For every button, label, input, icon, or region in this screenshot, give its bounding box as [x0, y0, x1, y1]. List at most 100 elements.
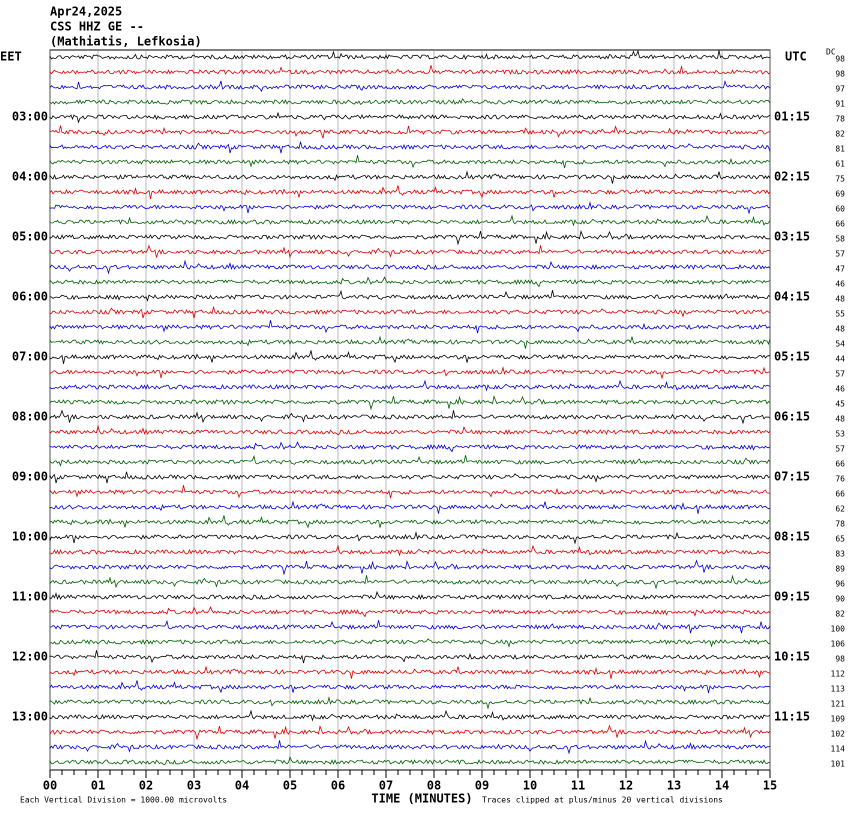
- dc-value: 62: [835, 505, 845, 514]
- dc-value: 46: [835, 280, 845, 289]
- x-tick-label: 08: [427, 779, 441, 793]
- left-hour-label: 04:00: [12, 170, 48, 184]
- trace: [49, 650, 771, 664]
- dc-value: 57: [835, 370, 845, 379]
- dc-value: 75: [835, 175, 845, 184]
- trace: [49, 244, 771, 259]
- right-hour-label: 03:15: [774, 230, 810, 244]
- right-hour-label: 05:15: [774, 350, 810, 364]
- trace: [49, 259, 771, 275]
- dc-value: 54: [835, 340, 845, 349]
- trace: [49, 79, 771, 93]
- left-hour-label: 05:00: [12, 230, 48, 244]
- trace: [49, 229, 770, 246]
- location: (Mathiatis, Lefkosia): [50, 35, 202, 49]
- trace: [49, 379, 771, 392]
- dc-title: DC: [826, 48, 836, 57]
- left-hour-label: 07:00: [12, 350, 48, 364]
- right-hour-label: 02:15: [774, 170, 810, 184]
- dc-value: 57: [835, 250, 845, 259]
- left-hour-label: 13:00: [12, 710, 48, 724]
- dc-value: 106: [831, 640, 846, 649]
- dc-value: 48: [835, 325, 845, 334]
- dc-value: 81: [835, 145, 845, 154]
- dc-value: 44: [835, 355, 845, 364]
- footer-left: Each Vertical Division = 1000.00 microvo…: [20, 796, 227, 805]
- left-hour-label: 12:00: [12, 650, 48, 664]
- dc-value: 82: [835, 610, 845, 619]
- trace: [49, 590, 771, 601]
- x-tick-label: 11: [571, 779, 585, 793]
- trace: [49, 306, 771, 319]
- x-tick-label: 07: [379, 779, 393, 793]
- date: Apr24,2025: [50, 5, 122, 19]
- left-title: EET: [0, 50, 22, 64]
- dc-value: 45: [835, 400, 845, 409]
- x-tick-label: 09: [475, 779, 489, 793]
- trace: [49, 170, 771, 184]
- dc-value: 98: [835, 655, 845, 664]
- left-hour-label: 06:00: [12, 290, 48, 304]
- dc-value: 66: [835, 460, 845, 469]
- dc-value: 113: [831, 685, 846, 694]
- right-hour-label: 08:15: [774, 530, 810, 544]
- dc-value: 58: [835, 235, 845, 244]
- trace: [49, 185, 771, 199]
- trace: [49, 755, 771, 766]
- dc-value: 47: [835, 265, 845, 274]
- trace: [49, 335, 771, 349]
- x-tick-label: 03: [187, 779, 201, 793]
- left-hour-label: 10:00: [12, 530, 48, 544]
- dc-value: 109: [831, 715, 846, 724]
- trace: [49, 515, 771, 529]
- right-title: UTC: [785, 50, 807, 64]
- x-axis-label: TIME (MINUTES): [371, 792, 472, 806]
- dc-value: 102: [831, 730, 846, 739]
- dc-value: 66: [835, 220, 845, 229]
- trace: [49, 424, 771, 436]
- right-hour-label: 09:15: [774, 590, 810, 604]
- dc-value: 98: [835, 70, 845, 79]
- trace: [49, 531, 771, 545]
- dc-value: 46: [835, 385, 845, 394]
- trace: [49, 125, 771, 139]
- trace: [49, 739, 771, 755]
- dc-value: 100: [831, 625, 846, 634]
- right-hour-label: 04:15: [774, 290, 810, 304]
- x-tick-label: 14: [715, 779, 729, 793]
- x-tick-label: 01: [91, 779, 105, 793]
- trace: [49, 619, 771, 634]
- right-hour-label: 06:15: [774, 410, 810, 424]
- x-tick-label: 05: [283, 779, 297, 793]
- x-tick-label: 13: [667, 779, 681, 793]
- trace: [49, 638, 771, 648]
- dc-value: 101: [831, 760, 846, 769]
- dc-value: 61: [835, 160, 845, 169]
- left-hour-label: 11:00: [12, 590, 48, 604]
- x-tick-label: 06: [331, 779, 345, 793]
- plot-frame: [49, 49, 771, 771]
- left-hour-label: 09:00: [12, 470, 48, 484]
- trace: [49, 141, 771, 154]
- trace: [49, 276, 771, 288]
- trace: [49, 500, 771, 514]
- dc-value: 91: [835, 100, 845, 109]
- dc-value: 98: [835, 55, 845, 64]
- station: CSS HHZ GE --: [50, 20, 144, 34]
- trace: [49, 441, 771, 453]
- trace: [49, 471, 771, 484]
- trace: [49, 201, 771, 215]
- dc-value: 65: [835, 535, 845, 544]
- dc-value: 60: [835, 205, 845, 214]
- trace: [49, 559, 771, 576]
- dc-value: 69: [835, 190, 845, 199]
- dc-value: 78: [835, 115, 845, 124]
- right-hour-label: 11:15: [774, 710, 810, 724]
- dc-value: 48: [835, 415, 845, 424]
- left-hour-label: 08:00: [12, 410, 48, 424]
- trace: [49, 724, 771, 741]
- trace: [49, 155, 770, 169]
- x-tick-label: 12: [619, 779, 633, 793]
- x-tick-label: 02: [139, 779, 153, 793]
